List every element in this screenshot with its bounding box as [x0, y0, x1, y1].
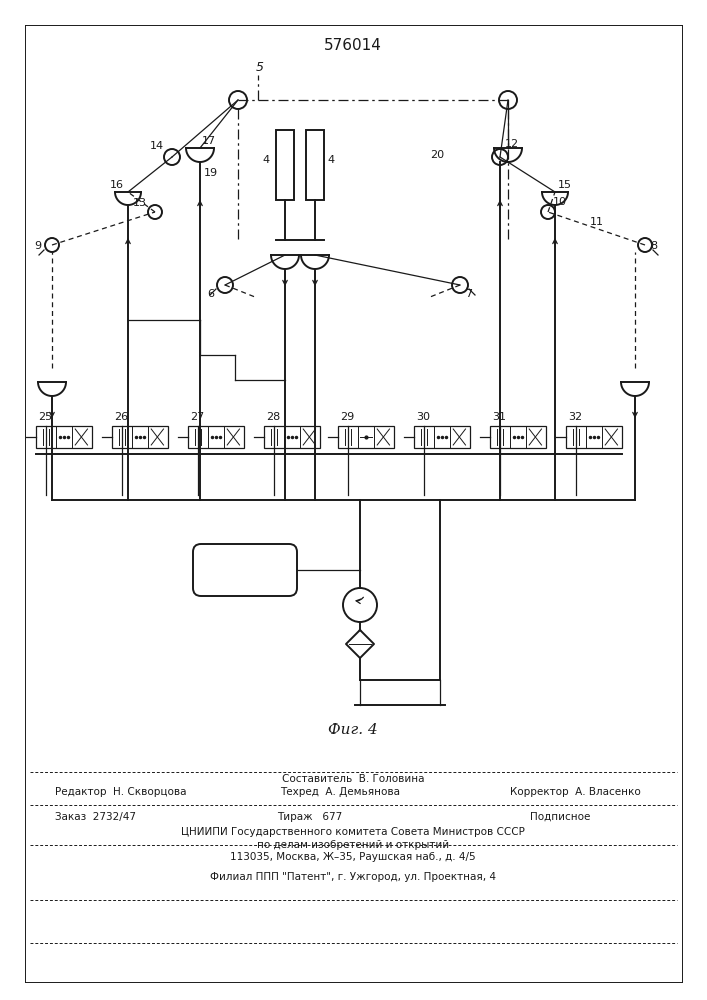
- Text: 26: 26: [114, 412, 128, 422]
- Text: 15: 15: [558, 180, 572, 190]
- Text: Редактор  Н. Скворцова: Редактор Н. Скворцова: [55, 787, 187, 797]
- Text: 20: 20: [430, 150, 444, 160]
- Text: 16: 16: [110, 180, 124, 190]
- Text: Тираж   677: Тираж 677: [277, 812, 343, 822]
- Bar: [490, 426, 546, 448]
- Text: по делам изобретений и открытий: по делам изобретений и открытий: [257, 840, 449, 850]
- Text: 113035, Москва, Ж–35, Раушская наб., д. 4/5: 113035, Москва, Ж–35, Раушская наб., д. …: [230, 852, 476, 862]
- Bar: [276, 130, 294, 200]
- Text: 12: 12: [505, 139, 519, 149]
- Text: 13: 13: [133, 198, 147, 208]
- Text: 25: 25: [38, 412, 52, 422]
- Bar: [414, 426, 470, 448]
- Text: Заказ  2732/47: Заказ 2732/47: [55, 812, 136, 822]
- Text: 14: 14: [150, 141, 164, 151]
- Text: 28: 28: [266, 412, 280, 422]
- Text: ЦНИИПИ Государственного комитета Совета Министров СССР: ЦНИИПИ Государственного комитета Совета …: [181, 827, 525, 837]
- Text: 6: 6: [207, 289, 214, 299]
- Text: Составитель  В. Головина: Составитель В. Головина: [282, 774, 424, 784]
- Text: 19: 19: [204, 168, 218, 178]
- Text: 29: 29: [340, 412, 354, 422]
- Bar: [188, 426, 244, 448]
- Text: 4: 4: [327, 155, 334, 165]
- Text: 32: 32: [568, 412, 582, 422]
- Text: 27: 27: [190, 412, 204, 422]
- Text: 11: 11: [590, 217, 604, 227]
- Text: 30: 30: [416, 412, 430, 422]
- Text: 17: 17: [202, 136, 216, 146]
- Bar: [306, 130, 324, 200]
- Text: 9: 9: [34, 241, 41, 251]
- Text: Фиг. 4: Фиг. 4: [328, 723, 378, 737]
- Bar: [264, 426, 320, 448]
- Text: 576014: 576014: [324, 37, 382, 52]
- Text: Корректор  А. Власенко: Корректор А. Власенко: [510, 787, 641, 797]
- Text: 4: 4: [262, 155, 269, 165]
- Text: 5: 5: [256, 61, 264, 74]
- Bar: [36, 426, 92, 448]
- Text: Подписное: Подписное: [530, 812, 590, 822]
- Text: 8: 8: [650, 241, 657, 251]
- Text: 7: 7: [465, 289, 472, 299]
- Text: 10: 10: [553, 197, 567, 207]
- Text: 31: 31: [492, 412, 506, 422]
- Bar: [338, 426, 394, 448]
- Text: Техред  А. Демьянова: Техред А. Демьянова: [280, 787, 400, 797]
- Bar: [566, 426, 622, 448]
- Text: Филиал ППП "Патент", г. Ужгород, ул. Проектная, 4: Филиал ППП "Патент", г. Ужгород, ул. Про…: [210, 872, 496, 882]
- Bar: [112, 426, 168, 448]
